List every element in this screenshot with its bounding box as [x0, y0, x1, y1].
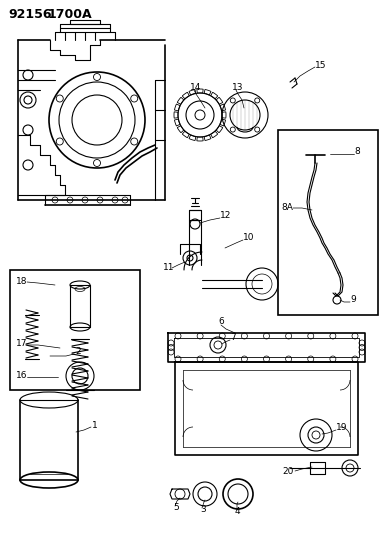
- Text: 5: 5: [173, 504, 179, 513]
- Text: 6: 6: [218, 318, 224, 327]
- Wedge shape: [204, 90, 211, 95]
- Wedge shape: [220, 119, 226, 126]
- Wedge shape: [211, 131, 218, 138]
- Text: 92156: 92156: [8, 7, 52, 20]
- Circle shape: [52, 197, 58, 203]
- Wedge shape: [174, 104, 180, 111]
- Circle shape: [56, 138, 63, 145]
- Wedge shape: [174, 112, 178, 118]
- Wedge shape: [216, 97, 223, 104]
- Circle shape: [94, 159, 100, 166]
- Text: 10: 10: [243, 233, 254, 243]
- Text: 17: 17: [16, 338, 27, 348]
- Circle shape: [112, 197, 118, 203]
- Text: 8: 8: [354, 148, 360, 157]
- Text: 4: 4: [235, 507, 241, 516]
- Circle shape: [94, 74, 100, 80]
- Wedge shape: [182, 92, 189, 99]
- Wedge shape: [174, 119, 180, 126]
- Bar: [10, 270, 140, 390]
- Text: 15: 15: [315, 61, 326, 69]
- Circle shape: [131, 138, 138, 145]
- Text: 20: 20: [282, 467, 293, 477]
- Circle shape: [230, 127, 235, 132]
- Wedge shape: [177, 126, 184, 133]
- Wedge shape: [197, 137, 203, 141]
- Circle shape: [255, 98, 260, 103]
- Text: 2: 2: [75, 348, 80, 357]
- Wedge shape: [189, 90, 196, 95]
- Circle shape: [122, 197, 128, 203]
- Wedge shape: [197, 89, 203, 93]
- Text: 19: 19: [336, 424, 348, 432]
- Text: 7: 7: [230, 334, 236, 343]
- Text: 3: 3: [200, 505, 206, 514]
- Bar: [278, 130, 378, 315]
- Circle shape: [67, 197, 73, 203]
- Wedge shape: [189, 135, 196, 141]
- Wedge shape: [182, 131, 189, 138]
- Text: 16: 16: [16, 370, 27, 379]
- Text: 13: 13: [232, 84, 243, 93]
- Text: 14: 14: [190, 84, 201, 93]
- Wedge shape: [211, 92, 218, 99]
- Circle shape: [230, 98, 235, 103]
- Text: 1700A: 1700A: [48, 7, 93, 20]
- Text: 12: 12: [220, 212, 231, 221]
- Text: 18: 18: [16, 278, 27, 287]
- Text: 8A: 8A: [281, 204, 293, 213]
- Circle shape: [56, 95, 63, 102]
- Wedge shape: [204, 135, 211, 141]
- Wedge shape: [220, 104, 226, 111]
- Circle shape: [82, 197, 88, 203]
- Text: 11: 11: [163, 263, 174, 272]
- Circle shape: [255, 127, 260, 132]
- Circle shape: [131, 95, 138, 102]
- Text: 1: 1: [92, 421, 98, 430]
- Wedge shape: [216, 126, 223, 133]
- Wedge shape: [177, 97, 184, 104]
- Wedge shape: [222, 112, 226, 118]
- Circle shape: [97, 197, 103, 203]
- Text: 9: 9: [350, 295, 356, 304]
